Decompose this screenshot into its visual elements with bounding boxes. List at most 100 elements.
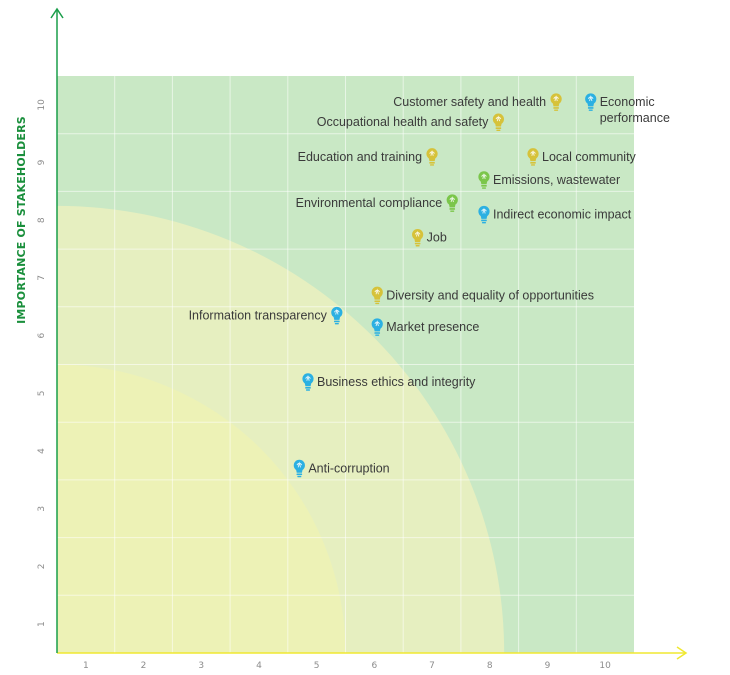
bulb-base — [429, 161, 435, 164]
bulb-base — [481, 219, 487, 222]
bulb-filament — [587, 95, 594, 102]
point-label-line: Occupational health and safety — [317, 115, 489, 129]
lightbulb-icon — [371, 286, 383, 305]
x-tick-label: 3 — [198, 661, 204, 671]
point-label: Emissions, wastewater — [493, 173, 620, 187]
bulb-filament — [414, 230, 421, 237]
bulb-neck — [449, 204, 456, 208]
lightbulb-icon — [550, 93, 562, 111]
y-tick-label: 8 — [37, 217, 47, 223]
y-tick-label: 2 — [37, 564, 47, 570]
point-label: Market presence — [386, 320, 479, 334]
bulb-filament — [481, 173, 487, 179]
x-tick-label: 5 — [314, 661, 320, 671]
point-label: Customer safety and health — [393, 95, 546, 109]
point-label-line: performance — [600, 111, 670, 125]
point-label: Local community — [542, 150, 637, 164]
bulb-base — [296, 473, 303, 476]
data-point: Business ethics and integrity — [302, 373, 476, 391]
bulb-base — [553, 107, 559, 109]
bulb-neck — [480, 215, 488, 219]
point-label-line: Business ethics and integrity — [317, 375, 476, 389]
point-label: Indirect economic impact — [493, 207, 632, 221]
bulb-neck — [304, 383, 312, 387]
x-tick-label: 8 — [487, 661, 493, 671]
bulb-filament — [530, 149, 536, 156]
axes-layer — [50, 7, 688, 660]
x-axis-arrow — [676, 646, 688, 660]
bulb-tip — [415, 245, 420, 247]
x-tick-label: 6 — [371, 661, 377, 671]
lightbulb-icon — [446, 194, 458, 212]
point-label-line: Information transparency — [189, 308, 328, 322]
point-label-line: Diversity and equality of opportunities — [386, 288, 594, 302]
data-point: Diversity and equality of opportunities — [371, 286, 594, 305]
bulb-filament — [296, 461, 303, 468]
bulb-glass — [478, 171, 490, 183]
bulb-base — [481, 185, 487, 187]
bulb-tip — [375, 334, 380, 336]
bulb-base — [374, 300, 381, 303]
y-tick-label: 7 — [37, 275, 47, 281]
point-label: Environmental compliance — [296, 196, 443, 210]
bulb-tip — [430, 164, 435, 166]
lightbulb-icon — [302, 373, 314, 391]
lightbulb-icon — [527, 148, 539, 166]
data-point: Emissions, wastewater — [478, 171, 620, 189]
bulb-neck — [374, 328, 381, 332]
point-label-line: Education and training — [298, 150, 422, 164]
bulb-base — [305, 387, 311, 389]
lightbulb-icon — [426, 148, 438, 166]
bulb-neck — [374, 296, 381, 300]
bulb-tip — [334, 322, 339, 325]
bulb-neck — [587, 103, 594, 107]
y-tick-label: 1 — [37, 621, 47, 627]
bulb-base — [334, 320, 340, 323]
data-point: Economic performance — [585, 93, 670, 125]
point-label-line: Job — [427, 231, 447, 245]
bulb-tip — [297, 475, 302, 478]
bulb-glass — [426, 148, 438, 160]
y-tick-label: 3 — [37, 506, 47, 512]
bulb-tip — [481, 221, 486, 224]
point-label: Anti-corruption — [308, 461, 389, 475]
bulb-tip — [554, 109, 559, 111]
y-tick-label: 9 — [37, 159, 47, 165]
bulb-glass — [371, 286, 383, 298]
data-point: Environmental compliance — [296, 194, 458, 212]
bulb-neck — [529, 158, 537, 162]
bulb-filament — [334, 308, 340, 315]
point-label: Occupational health and safety — [317, 115, 489, 129]
zone-low — [57, 364, 346, 653]
y-axis-arrow — [50, 7, 64, 19]
bulb-neck — [480, 181, 488, 185]
data-point: Information transparency — [189, 306, 343, 325]
lightbulb-icon — [478, 205, 490, 224]
lightbulb-icon — [492, 113, 505, 132]
lightbulb-icon — [331, 306, 343, 325]
y-tick-label: 5 — [37, 390, 47, 396]
y-axis-title: IMPORTANCE OF STAKEHOLDERS — [15, 116, 28, 324]
x-tick-label: 4 — [256, 661, 262, 671]
data-point: Local community — [527, 148, 637, 166]
data-point: Customer safety and health — [393, 93, 562, 111]
point-label-line: Indirect economic impact — [493, 207, 632, 221]
bulb-tip — [305, 389, 310, 391]
data-point: Education and training — [298, 148, 438, 166]
bulb-neck — [296, 469, 303, 473]
bulb-neck — [428, 158, 436, 162]
bulb-tip — [531, 164, 536, 166]
point-label: Information transparency — [189, 308, 328, 322]
x-tick-label: 2 — [141, 661, 147, 671]
point-label-line: Environmental compliance — [296, 196, 443, 210]
bulb-filament — [305, 374, 311, 381]
bulb-filament — [481, 207, 487, 214]
point-label-line: Customer safety and health — [393, 95, 546, 109]
lightbulb-icon — [585, 93, 597, 111]
point-label: Economic performance — [600, 95, 670, 125]
data-point: Job — [412, 228, 447, 247]
point-label-line: Anti-corruption — [308, 461, 389, 475]
bulb-base — [449, 208, 456, 210]
bulb-glass — [293, 459, 305, 471]
